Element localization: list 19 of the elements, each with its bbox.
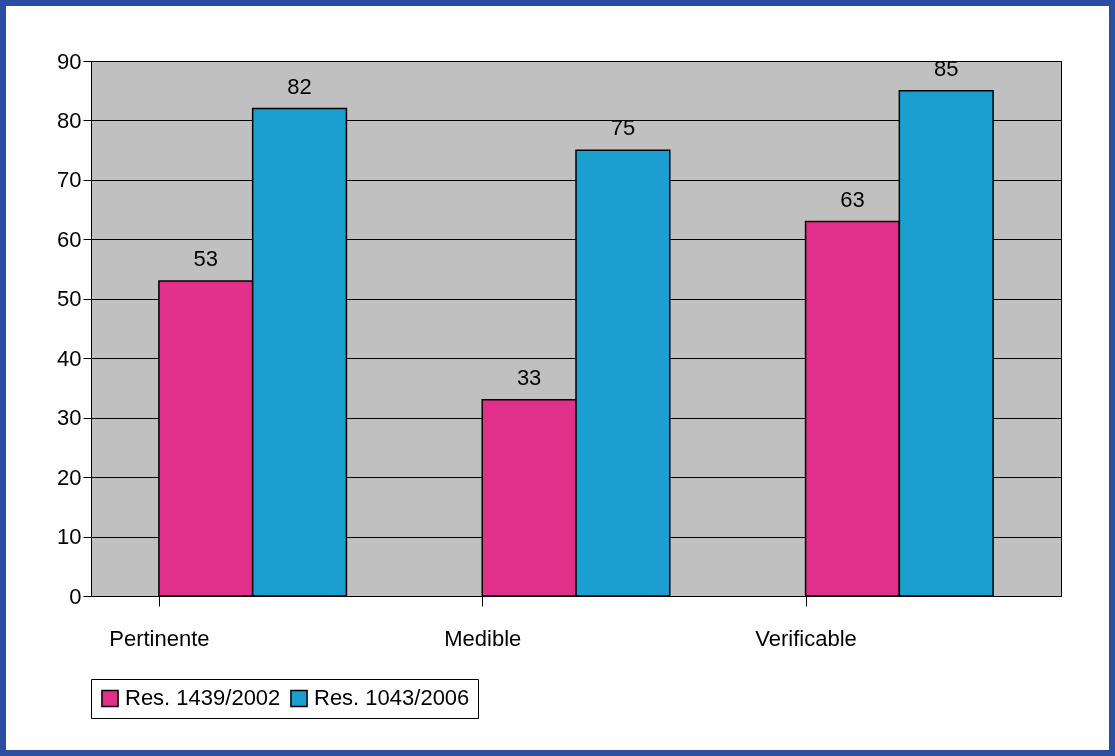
data-label: 53	[193, 245, 219, 271]
data-label: 63	[840, 186, 865, 212]
x-tick-label: Verificable	[755, 625, 857, 651]
y-tick-label: 40	[57, 345, 82, 371]
legend-label: Res. 1043/2006	[314, 685, 470, 711]
y-tick-label: 80	[57, 107, 82, 133]
data-label: 82	[287, 73, 312, 99]
y-tick-label: 70	[57, 167, 82, 193]
y-tick-label: 50	[57, 286, 82, 312]
x-tick-label: Pertinente	[109, 625, 210, 651]
y-tick-label: 20	[57, 464, 82, 490]
y-tick-label: 10	[57, 524, 82, 550]
x-tick-label: Medible	[444, 625, 522, 651]
y-tick-label: 30	[57, 405, 82, 431]
y-tick-label: 60	[57, 226, 82, 252]
data-label: 33	[516, 364, 542, 390]
y-tick-label: 90	[57, 48, 82, 74]
legend-label: Res. 1439/2002	[125, 685, 281, 711]
y-tick-label: 0	[69, 583, 82, 609]
